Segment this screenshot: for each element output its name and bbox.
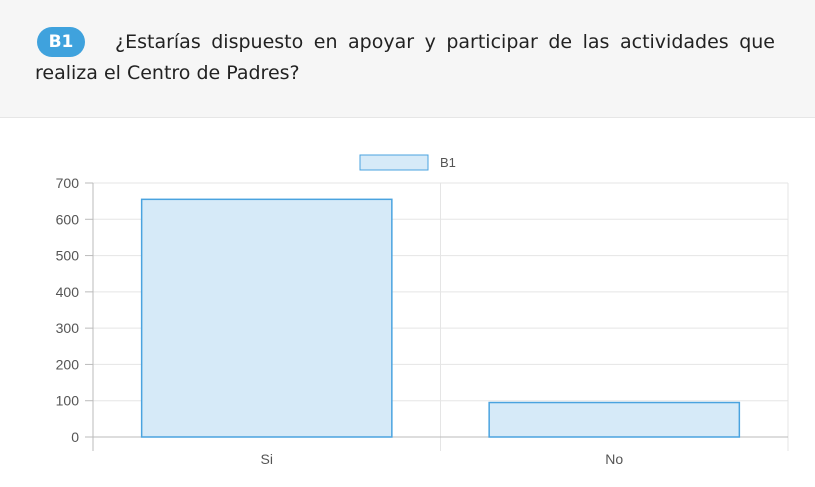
question-header: ¿Estarías dispuesto en apoyar y particip… [0,0,815,118]
bar-no[interactable] [488,401,741,438]
y-tick-label: 400 [56,284,80,300]
y-tick-label: 0 [71,429,79,445]
legend[interactable]: B1 [359,154,456,171]
y-tick-label: 300 [56,320,80,336]
question-text: ¿Estarías dispuesto en apoyar y particip… [35,31,775,84]
bar-chart: B1 0 100 200 300 400 500 600 700 Si No [56,154,789,467]
y-tick-label: 500 [56,248,80,264]
x-tick-label: Si [261,451,273,467]
y-tick-label: 600 [56,211,80,227]
y-tick-label: 100 [56,393,80,409]
chart-area: B1 0 100 200 300 400 500 600 700 Si No [0,119,815,483]
tick-labels: 0 100 200 300 400 500 600 700 Si No [56,175,624,467]
legend-label-b1: B1 [440,155,456,170]
bar-si[interactable] [140,198,393,438]
question-code-badge: B1 [37,27,85,57]
bars [140,198,741,438]
x-tick-label: No [605,451,623,467]
y-tick-label: 700 [56,175,80,191]
y-tick-label: 200 [56,356,80,372]
legend-swatch-b1 [359,154,429,171]
